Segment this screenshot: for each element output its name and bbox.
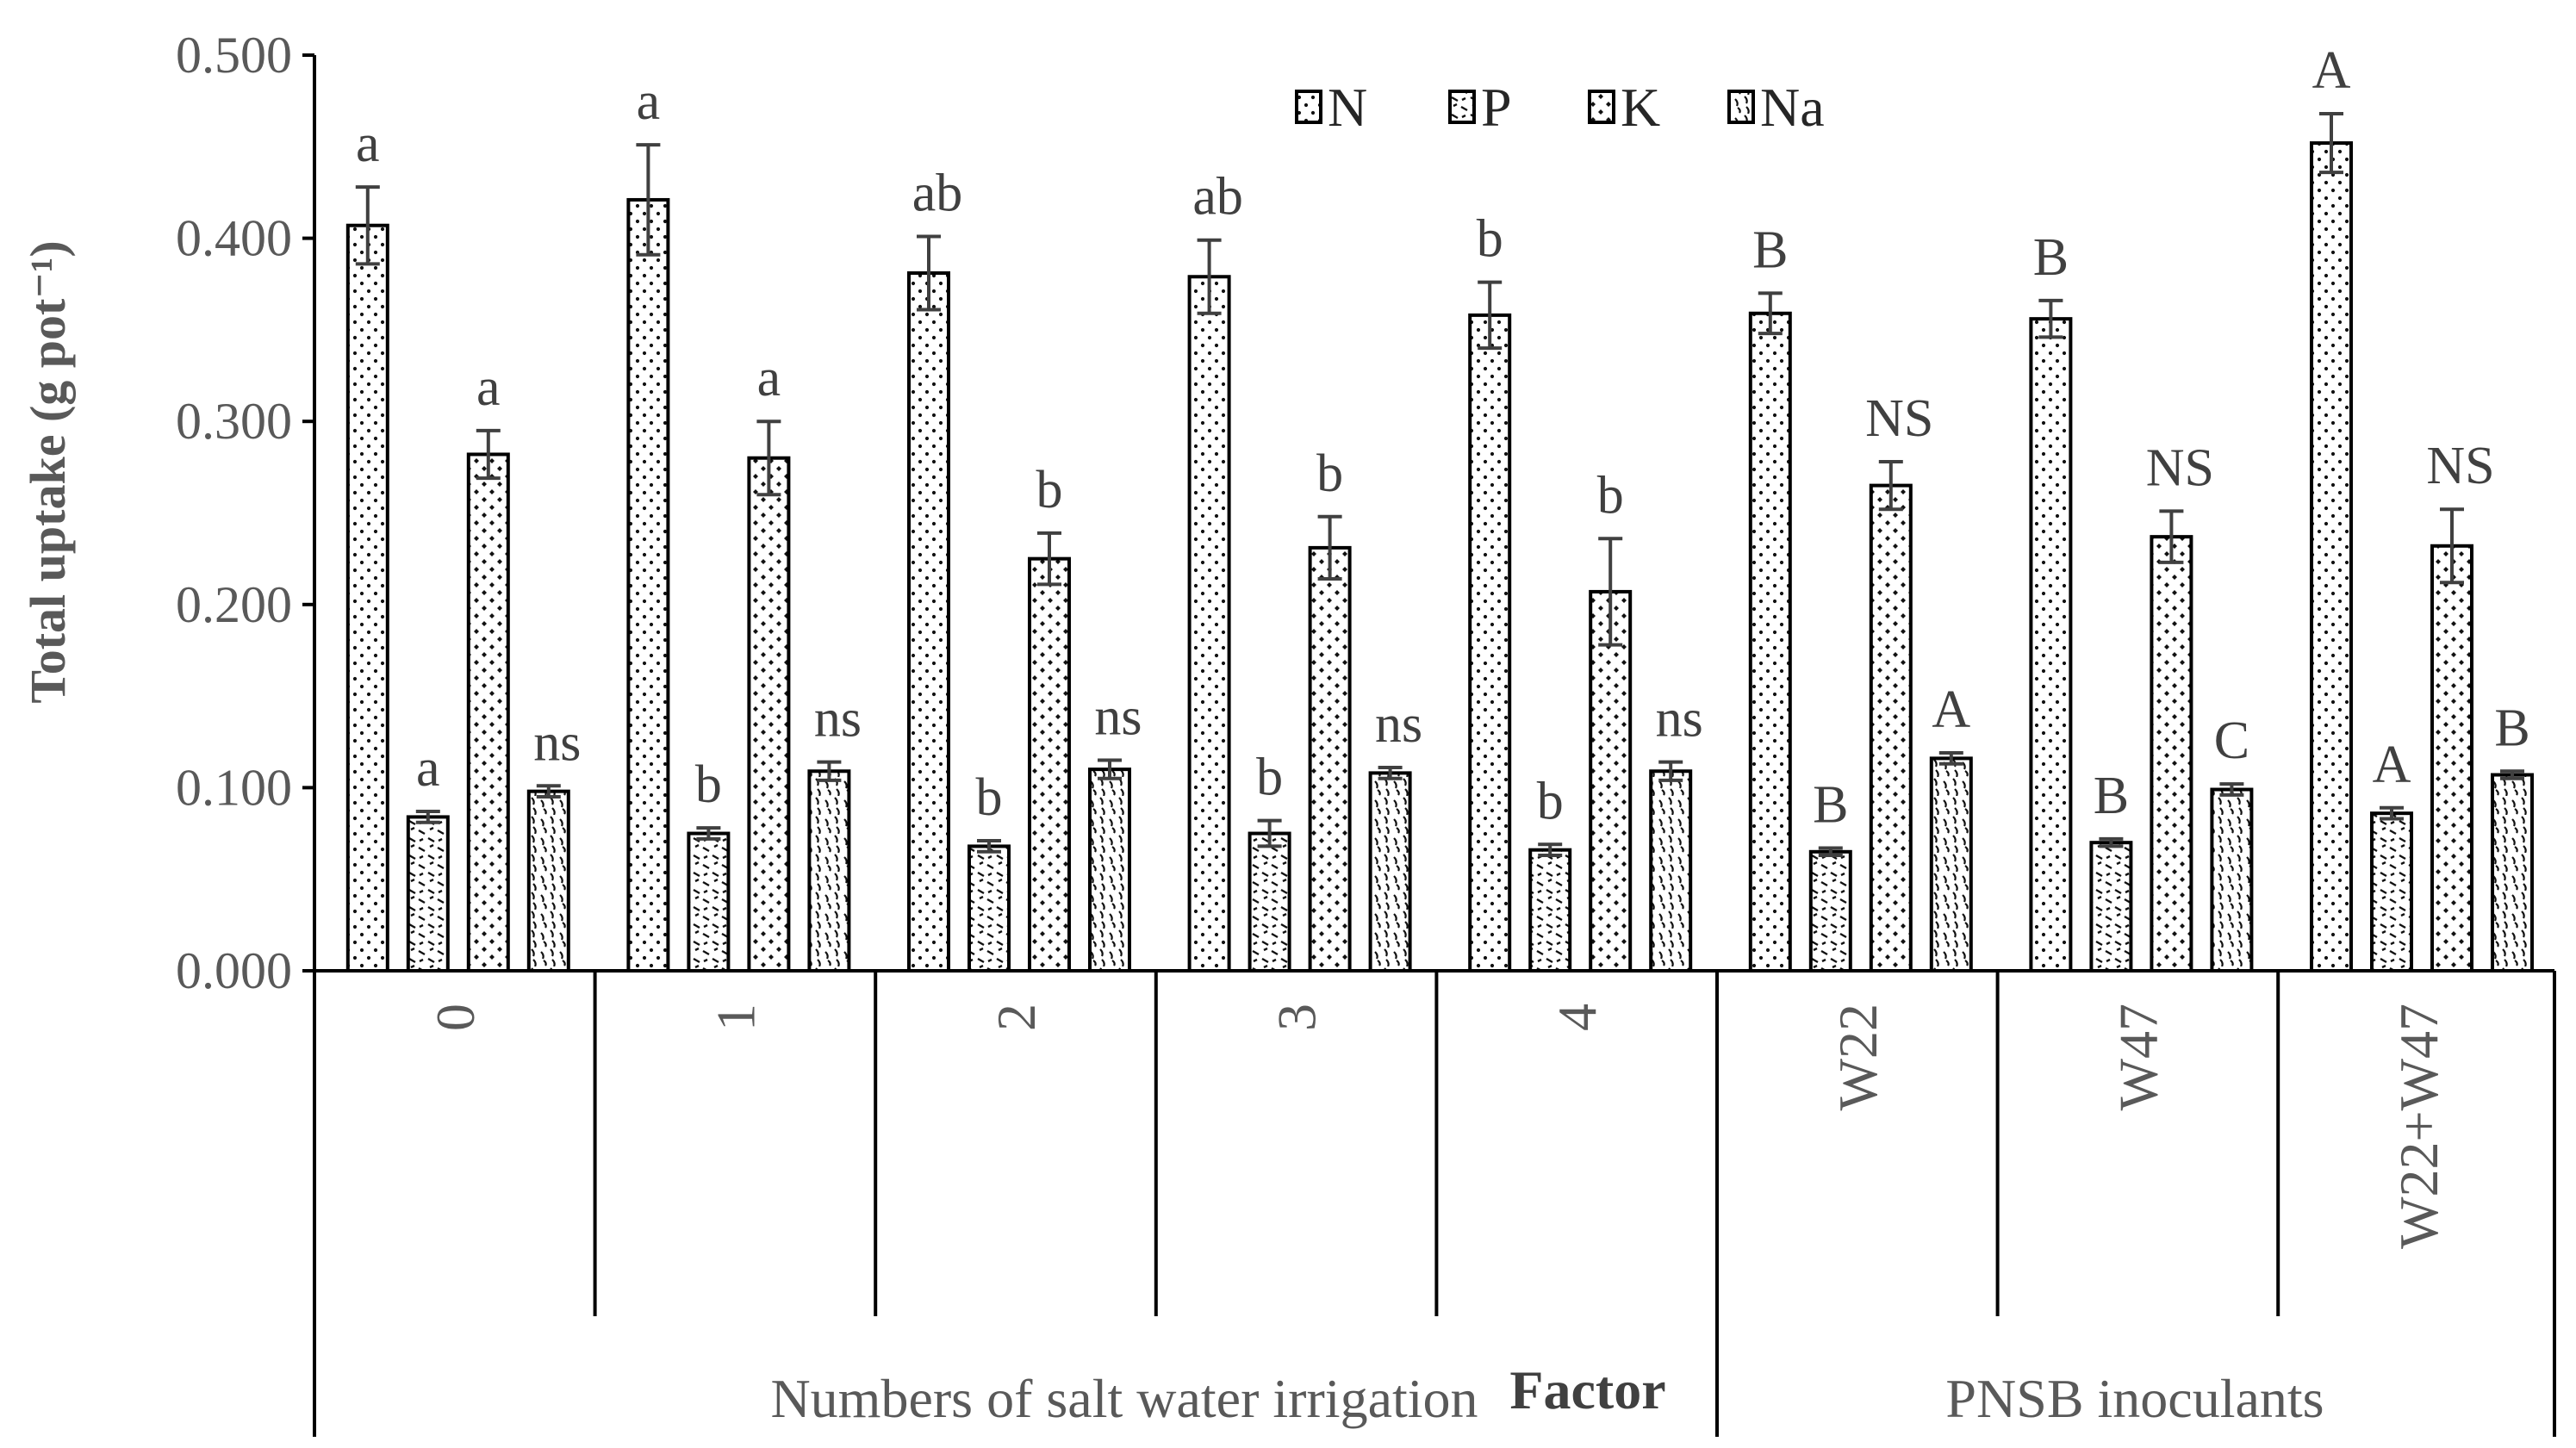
bar-p [1248, 831, 1291, 973]
bar-n [626, 197, 670, 973]
legend: N P K Na [1295, 77, 1825, 138]
bar-n [345, 223, 389, 973]
legend-swatch-p [1448, 90, 1476, 124]
bar-na [2491, 773, 2534, 973]
significance-letter: b [1036, 461, 1063, 519]
y-tick-label: 0.300 [176, 393, 292, 450]
significance-letter: ns [1656, 690, 1703, 749]
legend-label-na: Na [1760, 77, 1825, 138]
bar-p [1808, 849, 1852, 973]
bar-n [2029, 317, 2073, 973]
y-axis-group: 0.000 0.100 0.200 0.300 0.400 0.500 [176, 27, 316, 999]
bar-na [1929, 756, 1973, 973]
y-tick-label: 0.400 [176, 210, 292, 267]
y-tick-label: 0.200 [176, 576, 292, 633]
x-category-label: 1 [705, 1004, 766, 1031]
significance-letter: B [2494, 699, 2529, 757]
significance-letter: NS [2146, 438, 2214, 497]
legend-label-k: K [1621, 77, 1660, 138]
significance-letter: B [2094, 767, 2129, 825]
group-label-pnsb-inoculants: PNSB inoculants [1945, 1368, 2324, 1429]
significance-letter: b [695, 755, 722, 814]
significance-letter: a [757, 349, 781, 407]
significance-letter: a [637, 72, 661, 131]
legend-label-n: N [1328, 77, 1367, 138]
significance-letter: ns [1375, 695, 1422, 754]
y-axis-label: Total uptake (g pot⁻¹) [20, 240, 76, 703]
significance-letter: b [1477, 210, 1503, 269]
legend-swatch-k [1588, 90, 1615, 124]
x-category-label: 3 [1266, 1004, 1328, 1031]
significance-letter: ns [814, 690, 862, 749]
y-tick-label: 0.100 [176, 759, 292, 816]
significance-letter: b [1256, 749, 1283, 807]
factor-label: Factor [1509, 1359, 1665, 1420]
significance-letter: NS [1865, 389, 1933, 448]
bar-na [526, 789, 570, 973]
legend-swatch-n [1295, 90, 1322, 124]
bar-k [747, 456, 791, 973]
significance-letter: ns [533, 713, 581, 772]
bar-k [2430, 544, 2473, 973]
bar-k [1869, 483, 1913, 973]
x-category-label: 4 [1546, 1004, 1608, 1031]
bar-k [1589, 589, 1633, 973]
legend-label-p: P [1481, 77, 1512, 138]
significance-letter: A [2373, 736, 2411, 794]
x-category-label: W47 [2107, 1004, 2168, 1110]
bar-n [1468, 313, 1512, 973]
significance-letter: B [1752, 221, 1788, 279]
bar-p [1528, 848, 1572, 973]
bar-n [1748, 311, 1792, 973]
bar-k [466, 452, 510, 973]
bar-n [907, 270, 950, 973]
significance-letter: a [356, 115, 380, 173]
bar-p [968, 844, 1011, 973]
significance-letter: ab [1192, 168, 1243, 227]
significance-letter: C [2214, 712, 2249, 770]
y-tick-label: 0.000 [176, 942, 292, 999]
significance-letter: A [1932, 680, 1970, 739]
significance-letter: ns [1094, 688, 1142, 747]
significance-letter: b [1316, 444, 1343, 503]
bar-na [2210, 787, 2254, 973]
group-label-salt-irrigation: Numbers of salt water irrigation [770, 1368, 1478, 1429]
bar-na [1368, 771, 1412, 973]
significance-letter: b [1597, 466, 1624, 525]
bar-na [1649, 769, 1693, 973]
significance-letter: a [416, 739, 440, 798]
bar-n [2310, 141, 2353, 973]
significance-letter: a [476, 358, 501, 417]
bar-na [1088, 768, 1131, 973]
bar-k [1028, 556, 1071, 973]
significance-letter: b [976, 768, 1003, 827]
x-axis-group: 0 1 2 3 4 W22 W47 W22+W47 [313, 969, 2556, 1437]
x-category-label: W22 [1827, 1004, 1888, 1110]
significance-letter: B [1813, 776, 1848, 835]
bar-k [2150, 535, 2193, 973]
y-tick-label: 0.500 [176, 27, 292, 84]
bar-p [406, 815, 450, 973]
significance-letter: ab [912, 164, 963, 222]
bar-n [1187, 275, 1231, 973]
significance-letter: A [2312, 41, 2351, 100]
bar-p [687, 831, 731, 973]
significance-letter: NS [2426, 437, 2494, 495]
bar-na [807, 769, 851, 973]
x-category-label: 0 [425, 1004, 486, 1031]
significance-letter: b [1537, 772, 1564, 830]
bar-p [2370, 811, 2413, 973]
x-category-label: 2 [986, 1004, 1047, 1031]
x-category-label: W22+W47 [2388, 1004, 2449, 1249]
bar-p [2089, 841, 2133, 973]
bar-k [1308, 545, 1352, 973]
legend-swatch-na [1727, 90, 1755, 124]
significance-letter: B [2033, 228, 2069, 287]
